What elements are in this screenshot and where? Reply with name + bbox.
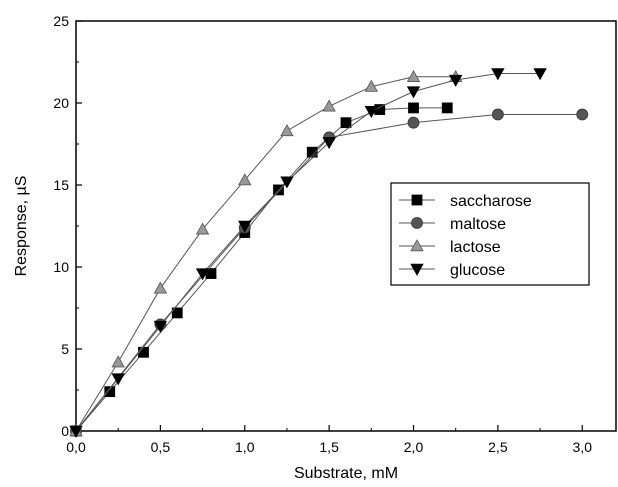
x-axis-title: Substrate, mM xyxy=(294,465,398,482)
data-point-lactose xyxy=(153,281,168,294)
data-point-saccharose xyxy=(340,117,352,129)
legend-marker-lactose xyxy=(410,239,424,252)
data-point-glucose xyxy=(364,106,378,119)
data-point-saccharose xyxy=(408,102,419,114)
data-point-glucose xyxy=(280,176,294,189)
data-point-glucose xyxy=(449,74,463,87)
y-axis-title: Response, µS xyxy=(13,176,30,277)
legend-label-glucose: glucose xyxy=(450,262,505,279)
y-tick-label: 5 xyxy=(61,341,69,357)
data-point-maltose xyxy=(407,116,420,129)
data-point-saccharose xyxy=(171,307,183,319)
data-point-lactose xyxy=(280,124,294,137)
x-tick-label: 1,5 xyxy=(319,439,339,455)
x-tick-label: 0,5 xyxy=(151,439,171,455)
data-point-glucose xyxy=(111,373,125,386)
legend-marker-glucose xyxy=(410,263,424,276)
data-point-lactose xyxy=(364,79,378,92)
x-tick-label: 2,5 xyxy=(488,439,508,455)
axis-ticks: 0,0 0,5 1,0 1,5 2,0 2,5 3,0 0 5 10 15 20 25 xyxy=(53,13,592,455)
data-point-glucose xyxy=(69,425,83,438)
series-layer xyxy=(69,68,589,438)
x-tick-label: 3,0 xyxy=(573,439,593,455)
data-point-maltose xyxy=(491,108,504,121)
series-line-glucose xyxy=(75,72,541,432)
legend: saccharose maltose lactose glucose xyxy=(390,182,590,286)
y-tick-label: 25 xyxy=(53,13,69,29)
data-point-saccharose xyxy=(104,386,116,398)
data-point-glucose xyxy=(406,86,421,99)
data-point-glucose xyxy=(153,320,168,333)
y-tick-label: 0 xyxy=(61,423,69,439)
data-point-glucose xyxy=(491,68,505,81)
y-tick-label: 15 xyxy=(53,177,69,193)
y-tick-label: 10 xyxy=(53,259,69,275)
data-point-lactose xyxy=(195,222,210,235)
legend-item-maltose: maltose xyxy=(399,216,506,233)
data-point-maltose xyxy=(576,108,589,121)
legend-item-glucose: glucose xyxy=(399,262,505,279)
series-line-saccharose xyxy=(75,107,448,432)
data-point-glucose xyxy=(195,268,210,281)
legend-item-lactose: lactose xyxy=(399,239,501,256)
legend-label-saccharose: saccharose xyxy=(450,193,532,210)
data-point-lactose xyxy=(322,99,336,112)
series-line-lactose xyxy=(75,76,456,432)
data-point-glucose xyxy=(533,68,547,81)
data-point-lactose xyxy=(406,69,421,82)
legend-marker-saccharose xyxy=(411,194,423,206)
data-point-lactose xyxy=(111,355,125,368)
legend-label-maltose: maltose xyxy=(450,216,506,233)
y-tick-label: 20 xyxy=(53,95,69,111)
legend-item-saccharose: saccharose xyxy=(399,193,532,210)
legend-marker-maltose xyxy=(411,217,423,229)
x-tick-label: 2,0 xyxy=(404,439,424,455)
data-point-saccharose xyxy=(306,146,318,158)
data-point-saccharose xyxy=(441,102,453,114)
data-point-glucose xyxy=(238,220,252,233)
x-tick-label: 0,0 xyxy=(66,439,86,455)
data-point-glucose xyxy=(322,137,336,150)
data-point-lactose xyxy=(238,173,252,186)
data-point-saccharose xyxy=(138,346,149,358)
legend-label-lactose: lactose xyxy=(450,239,501,256)
x-tick-label: 1,0 xyxy=(235,439,255,455)
series-glucose xyxy=(69,68,547,438)
